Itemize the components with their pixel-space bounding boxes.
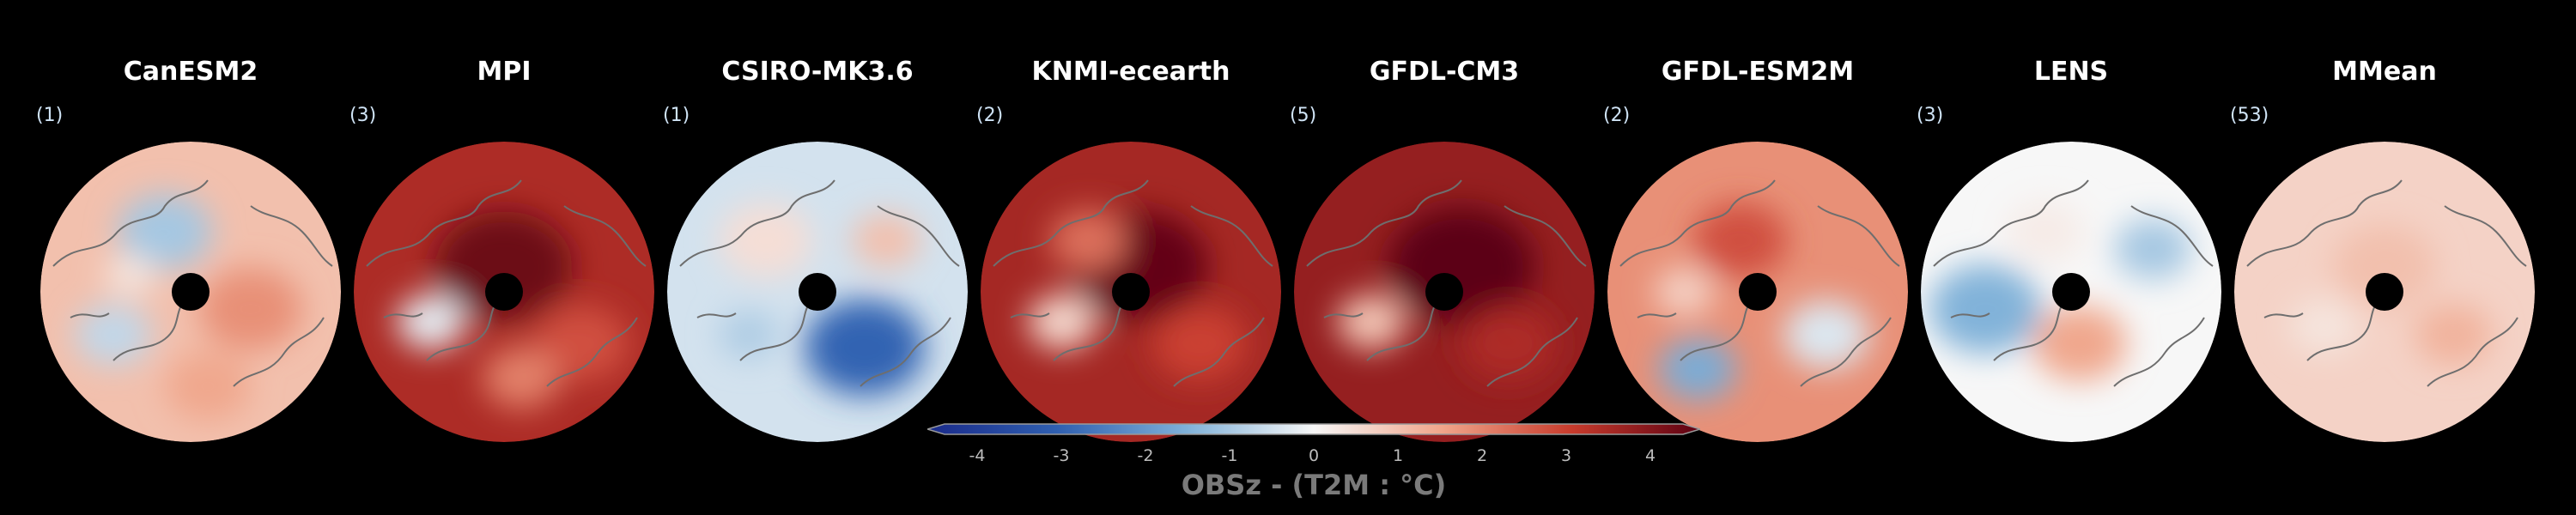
anomaly-patch bbox=[75, 304, 152, 366]
panel-title: CanESM2 bbox=[123, 57, 258, 87]
anomaly-patch bbox=[2007, 201, 2084, 263]
map-panel-5: GFDL-CM3 (5) bbox=[1290, 52, 1599, 442]
anomaly-patch bbox=[435, 211, 573, 321]
colorbar-tick-label: -4 bbox=[969, 446, 986, 465]
anomaly-patch bbox=[105, 254, 156, 295]
ensemble-count: (2) bbox=[1603, 105, 1631, 126]
anomaly-patch bbox=[534, 306, 629, 381]
map-panel-1: CanESM2 (1) bbox=[36, 52, 345, 442]
colorbar-tick-label: -3 bbox=[1053, 446, 1070, 465]
colorbar-tick-label: 0 bbox=[1308, 446, 1320, 465]
colorbar-tick-label: 4 bbox=[1644, 446, 1656, 465]
polar-map bbox=[2234, 142, 2535, 442]
coastline bbox=[1619, 179, 1900, 387]
polar-map bbox=[40, 142, 341, 442]
anomaly-patch bbox=[1388, 208, 1534, 324]
coastline bbox=[1933, 179, 2214, 387]
coastline bbox=[366, 179, 647, 387]
pole-hole bbox=[2052, 273, 2090, 311]
panel-title: LENS bbox=[2033, 57, 2109, 87]
map-panel-6: GFDL-ESM2M (2) bbox=[1603, 52, 1912, 442]
map-panel-3: CSIRO-MK3.6 (1) bbox=[663, 52, 972, 442]
colorbar: -4 -3 -2 -1 0 1 2 3 4 OBSz - (T2M : °C) bbox=[927, 421, 1700, 515]
anomaly-patch bbox=[118, 194, 212, 270]
polar-map bbox=[667, 142, 968, 442]
colorbar-tick-label: 1 bbox=[1392, 446, 1404, 465]
ensemble-count: (53) bbox=[2230, 105, 2269, 126]
anomaly-patch bbox=[2114, 218, 2191, 280]
polar-map bbox=[1921, 142, 2221, 442]
anomaly-patch bbox=[1655, 268, 1715, 316]
map-panel-2: MPI (3) bbox=[349, 52, 659, 442]
pole-hole bbox=[799, 273, 836, 311]
map-panel-8: MMean (53) bbox=[2230, 52, 2539, 442]
map-panel-4: KNMI-ecearth (2) bbox=[976, 52, 1285, 442]
pole-hole bbox=[485, 273, 523, 311]
colorbar-gradient bbox=[927, 423, 1700, 435]
anomaly-patch bbox=[852, 213, 920, 268]
polar-map bbox=[354, 142, 654, 442]
anomaly-patch bbox=[1783, 300, 1869, 369]
ensemble-count: (3) bbox=[1917, 105, 1944, 126]
coastline bbox=[2246, 179, 2527, 387]
anomaly-patch bbox=[199, 268, 302, 350]
anomaly-patch bbox=[1693, 203, 1788, 278]
panel-title: GFDL-CM3 bbox=[1369, 57, 1520, 87]
colorbar-tick-label: -1 bbox=[1221, 446, 1238, 465]
anomaly-patch bbox=[397, 294, 465, 349]
pole-hole bbox=[1425, 273, 1463, 311]
ensemble-count: (3) bbox=[349, 105, 377, 126]
ensemble-count: (1) bbox=[663, 105, 690, 126]
ensemble-count: (1) bbox=[36, 105, 64, 126]
anomaly-patch bbox=[719, 311, 779, 359]
colorbar-label: OBSz - (T2M : °C) bbox=[1181, 469, 1447, 501]
colorbar-tick-label: -2 bbox=[1137, 446, 1154, 465]
coastline bbox=[1306, 179, 1587, 387]
pole-hole bbox=[1112, 273, 1150, 311]
pole-hole bbox=[172, 273, 210, 311]
anomaly-patch bbox=[2032, 306, 2127, 381]
anomaly-patch bbox=[483, 347, 560, 409]
ensemble-count: (5) bbox=[1290, 105, 1317, 126]
coastline bbox=[52, 179, 333, 387]
anomaly-patch bbox=[1461, 306, 1556, 381]
pole-hole bbox=[1739, 273, 1777, 311]
panel-title: GFDL-ESM2M bbox=[1661, 57, 1855, 87]
anomaly-patch bbox=[2290, 299, 2359, 354]
anomaly-patch bbox=[1659, 338, 1736, 400]
colorbar-bar bbox=[927, 423, 1700, 435]
anomaly-patch bbox=[1929, 264, 2041, 354]
panel-title: KNMI-ecearth bbox=[1031, 57, 1230, 87]
anomaly-patch bbox=[1152, 306, 1247, 381]
panel-title: MMean bbox=[2332, 57, 2437, 87]
polar-map bbox=[1607, 142, 1908, 442]
anomaly-patch bbox=[719, 203, 813, 278]
polar-map bbox=[1294, 142, 1595, 442]
anomaly-patch bbox=[805, 300, 925, 396]
anomaly-patch bbox=[1028, 294, 1097, 349]
anomaly-patch bbox=[2415, 304, 2492, 366]
anomaly-patch bbox=[1337, 294, 1406, 349]
coastline bbox=[993, 179, 1273, 387]
pole-hole bbox=[2366, 273, 2403, 311]
colorbar-tick-label: 3 bbox=[1560, 446, 1572, 465]
ensemble-count: (2) bbox=[976, 105, 1004, 126]
coastline bbox=[679, 179, 960, 387]
polar-map bbox=[981, 142, 1281, 442]
map-panel-7: LENS (3) bbox=[1917, 52, 2226, 442]
anomaly-patch bbox=[165, 352, 251, 421]
panel-title: MPI bbox=[477, 57, 532, 87]
colorbar-tick-label: 2 bbox=[1476, 446, 1488, 465]
panel-title: CSIRO-MK3.6 bbox=[721, 57, 914, 87]
anomaly-patch bbox=[2333, 225, 2436, 307]
